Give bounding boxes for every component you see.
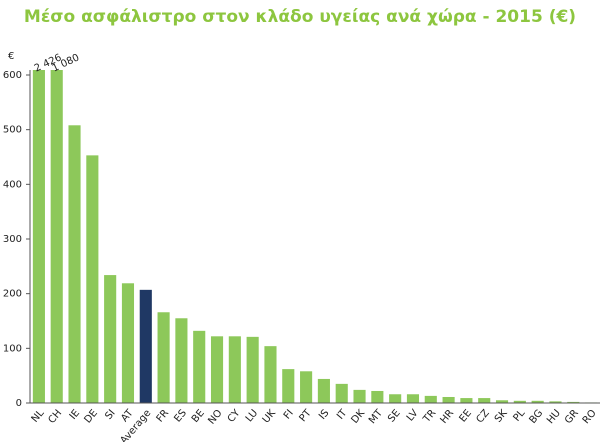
x-tick-label: TR — [421, 408, 438, 426]
bar — [371, 390, 384, 403]
x-tick-label: FR — [155, 408, 172, 425]
x-tick-label: MT — [367, 407, 385, 426]
bar — [495, 400, 509, 403]
x-tick-label: SK — [493, 407, 510, 424]
bar — [478, 398, 491, 403]
x-tick-label: ES — [172, 408, 189, 425]
x-tick-label: NL — [30, 407, 47, 424]
x-tick-label: BE — [190, 408, 207, 425]
bar — [317, 378, 330, 403]
x-tick-label: CZ — [474, 408, 491, 426]
bar — [104, 275, 117, 403]
x-tick-label: RO — [581, 408, 599, 427]
bar — [389, 394, 402, 403]
x-tick-label: LU — [244, 408, 260, 425]
bar — [121, 283, 135, 403]
bar — [549, 401, 562, 403]
bar — [86, 155, 99, 403]
y-tick-label: 300 — [3, 234, 22, 245]
bar — [32, 70, 45, 403]
x-tick-label: EE — [457, 408, 474, 425]
x-tick-label: HR — [438, 408, 456, 426]
bar — [228, 336, 241, 403]
x-tick-label: CH — [47, 408, 65, 426]
x-tick-label: SI — [103, 408, 117, 422]
x-tick-label: IS — [317, 408, 331, 422]
x-tick-label: LV — [405, 408, 421, 424]
bar — [353, 389, 366, 403]
bar — [175, 318, 188, 403]
bar — [264, 346, 277, 403]
bar — [68, 125, 81, 403]
x-tick-label: PT — [297, 407, 314, 424]
bar — [335, 383, 348, 403]
x-tick-label: DK — [350, 407, 368, 425]
x-tick-label: BG — [528, 408, 546, 426]
bar — [157, 312, 170, 403]
bar — [139, 289, 152, 403]
bar — [531, 400, 544, 403]
x-tick-label: UK — [261, 407, 279, 425]
chart-title: Μέσο ασφάλιστρο στον κλάδο υγείας ανά χώ… — [24, 7, 576, 27]
bar — [567, 401, 580, 403]
x-tick-label: NO — [206, 408, 224, 427]
x-tick-label: IT — [335, 407, 350, 422]
y-tick-label: 100 — [3, 343, 22, 354]
x-tick-label: FI — [282, 408, 296, 422]
y-tick-label: 400 — [3, 179, 22, 190]
bar — [210, 336, 224, 403]
bar — [282, 369, 295, 403]
bar — [442, 396, 455, 403]
bar — [513, 400, 526, 403]
x-tick-label: IE — [68, 408, 82, 422]
bars — [32, 70, 598, 403]
bar — [300, 371, 313, 403]
x-tick-label: CY — [226, 407, 243, 425]
y-tick-label: 500 — [3, 125, 22, 136]
bar — [246, 336, 259, 403]
y-unit: € — [8, 51, 14, 62]
y-tick-label: 0 — [16, 398, 22, 409]
bar — [50, 70, 63, 403]
x-tick-label: HU — [545, 408, 563, 426]
x-tick-label: DE — [82, 408, 99, 426]
x-tick-label: GR — [563, 408, 581, 426]
bar — [193, 330, 206, 403]
bar — [460, 398, 473, 403]
y-tick-label: 200 — [3, 289, 22, 300]
bar — [424, 395, 437, 403]
y-tick-label: 600 — [3, 70, 22, 81]
bar — [406, 394, 420, 403]
x-tick-label: PL — [512, 407, 528, 423]
x-tick-label: SE — [386, 408, 403, 425]
